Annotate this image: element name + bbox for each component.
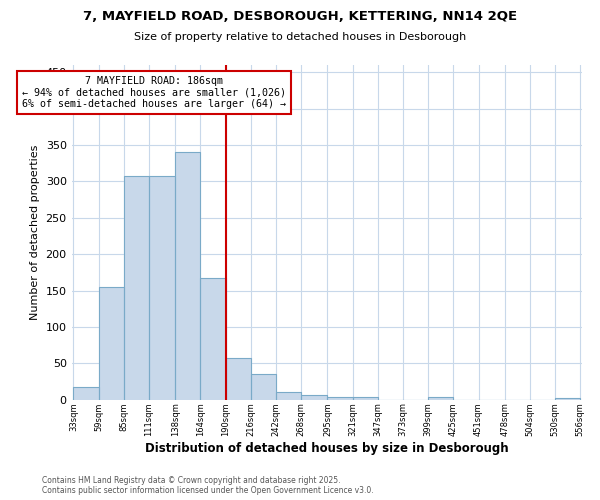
Text: 7 MAYFIELD ROAD: 186sqm
← 94% of detached houses are smaller (1,026)
6% of semi-: 7 MAYFIELD ROAD: 186sqm ← 94% of detache… xyxy=(22,76,286,109)
Text: 7, MAYFIELD ROAD, DESBOROUGH, KETTERING, NN14 2QE: 7, MAYFIELD ROAD, DESBOROUGH, KETTERING,… xyxy=(83,10,517,23)
Y-axis label: Number of detached properties: Number of detached properties xyxy=(30,144,40,320)
Text: Contains HM Land Registry data © Crown copyright and database right 2025.
Contai: Contains HM Land Registry data © Crown c… xyxy=(42,476,374,495)
X-axis label: Distribution of detached houses by size in Desborough: Distribution of detached houses by size … xyxy=(145,442,509,455)
Text: Size of property relative to detached houses in Desborough: Size of property relative to detached ho… xyxy=(134,32,466,42)
